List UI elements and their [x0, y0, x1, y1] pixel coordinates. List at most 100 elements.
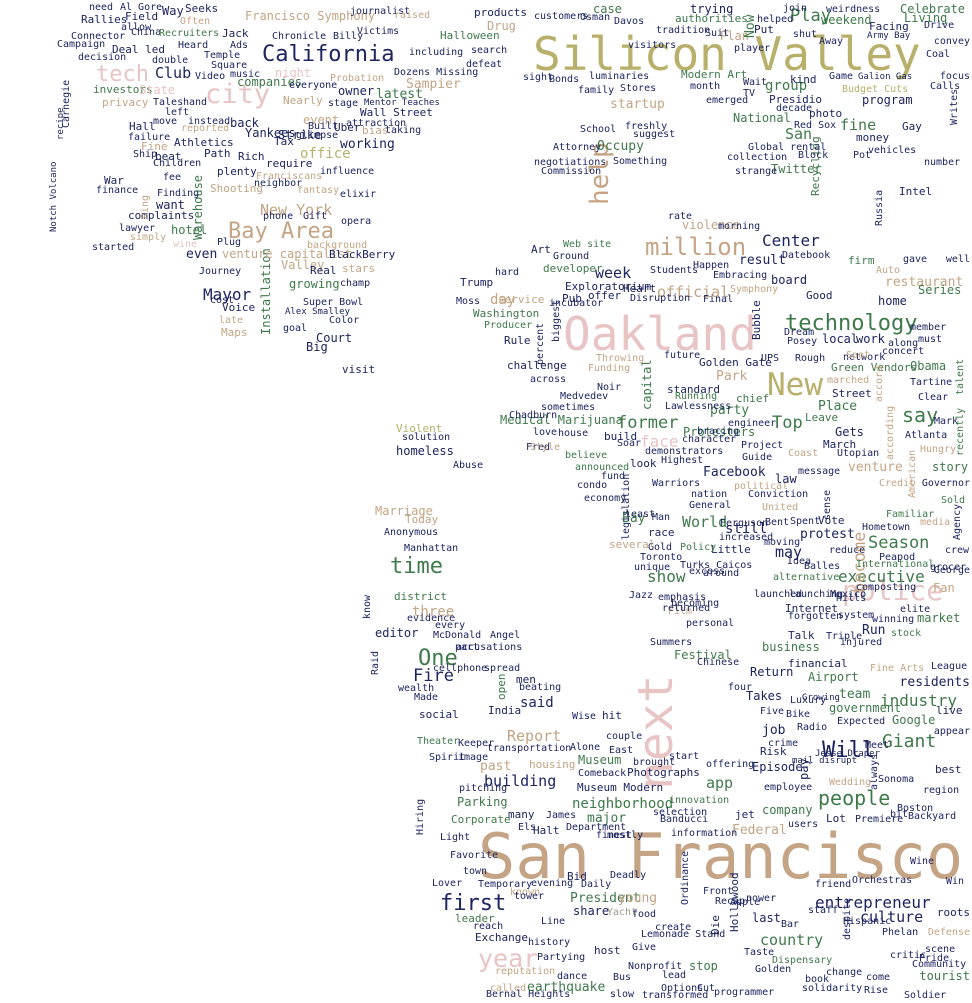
cloud-word-return: Return	[750, 665, 793, 679]
cloud-word-video: Video	[195, 71, 225, 82]
cloud-word-morning: morning	[718, 221, 760, 232]
cloud-word-national: National	[733, 111, 791, 125]
cloud-word-manhattan: Manhattan	[404, 543, 458, 554]
cloud-word-abuse: Abuse	[453, 460, 483, 471]
cloud-word-celebrate: Celebrate	[900, 2, 965, 16]
cloud-word-recap: Recap	[715, 896, 745, 907]
cloud-word-team: team	[839, 687, 870, 702]
cloud-word-share: share	[573, 904, 609, 918]
cloud-word-bike: Bike	[786, 709, 810, 720]
cloud-word-will: Will	[822, 738, 875, 763]
cloud-word-lover: Lover	[432, 878, 462, 889]
cloud-word-recipe: recipe	[56, 107, 66, 140]
cloud-word-message: message	[798, 466, 840, 477]
cloud-word-recently: recently	[955, 408, 966, 456]
cloud-word-still: still	[725, 521, 767, 537]
cloud-word-marched: marched	[827, 375, 869, 386]
cloud-word-spent: Spent	[790, 516, 820, 527]
cloud-word-want: want	[156, 198, 185, 212]
cloud-word-influence: influence	[320, 166, 374, 177]
cloud-word-backyard: Backyard	[908, 811, 956, 822]
cloud-word-well: well	[946, 254, 970, 265]
cloud-word-facing: Facing	[869, 20, 909, 33]
cloud-word-join: join	[783, 3, 807, 14]
cloud-word-often: Often	[180, 16, 210, 27]
cloud-word-beating: beating	[519, 682, 561, 693]
cloud-word-play: Play	[790, 6, 831, 26]
cloud-word-company: company	[762, 803, 813, 817]
cloud-word-accord: accord	[874, 366, 885, 402]
cloud-word-allow: allow	[121, 22, 152, 33]
cloud-word-goal: goal	[283, 323, 307, 334]
cloud-word-notch-volcano: Notch Volcano	[49, 162, 59, 232]
cloud-word-wait: Wait	[743, 77, 767, 88]
cloud-word-journey: Journey	[199, 266, 241, 277]
cloud-word-leave: Leave	[805, 411, 838, 424]
cloud-word-els: Els	[518, 822, 536, 833]
cloud-word-decision: decision	[78, 52, 126, 63]
cloud-word-plan: Plan	[720, 29, 749, 43]
cloud-word-night: night	[275, 66, 311, 80]
cloud-word-clear: Clear	[918, 392, 948, 403]
cloud-word-agency: Agency	[952, 504, 963, 540]
cloud-word-hometown: Hometown	[862, 522, 910, 533]
cloud-word-little: Little	[711, 543, 751, 556]
cloud-word-museum: Museum	[578, 753, 621, 767]
cloud-word-dozens-missing: Dozens Missing	[394, 67, 478, 78]
cloud-word-rise: Rise	[864, 985, 888, 996]
cloud-word-sampier: Sampier	[406, 77, 461, 92]
cloud-word-visit: visit	[342, 363, 375, 376]
cloud-word-homeless: homeless	[396, 444, 454, 458]
cloud-word-economy: economy	[584, 493, 626, 504]
cloud-word-city: city	[205, 79, 270, 110]
cloud-word-parking: Parking	[457, 795, 508, 809]
cloud-word-federal: Federal	[732, 823, 787, 838]
cloud-word-reach: reach	[473, 921, 503, 932]
cloud-word-options: Options	[661, 983, 703, 994]
cloud-word-fantasy: fantasy	[297, 185, 339, 196]
cloud-word-innovation: innovation	[669, 795, 729, 806]
cloud-word-former: former	[617, 413, 678, 433]
cloud-word-venture-capitalist: venture capitalist	[222, 247, 352, 261]
cloud-word-weirdness: weirdness	[826, 4, 880, 15]
cloud-word-gets: Gets	[835, 425, 864, 439]
cloud-word-occupy: Occupy	[597, 139, 644, 154]
cloud-word-photographs: Photographs	[627, 766, 700, 779]
cloud-word-best: best	[935, 763, 962, 776]
cloud-word-complaints: complaints	[128, 209, 194, 222]
cloud-word-square: Square	[211, 60, 247, 71]
cloud-word-grocer: grocer	[930, 562, 966, 573]
cloud-word-according: according	[885, 406, 896, 460]
cloud-word-mostly: mostly	[607, 830, 643, 841]
cloud-word-friend: friend	[815, 879, 851, 890]
cloud-word-line: Line	[541, 916, 565, 927]
cloud-word-china: China	[131, 27, 161, 38]
cloud-word-bonds: Bonds	[549, 74, 579, 85]
cloud-word-angel: Angel	[490, 630, 520, 641]
cloud-word-deadly: Deadly	[610, 870, 646, 881]
cloud-word-power: power	[746, 893, 776, 904]
cloud-word-balles: Balles	[804, 561, 840, 572]
cloud-word-every: every	[435, 620, 465, 631]
cloud-word-comeback: Comeback	[578, 768, 626, 779]
cloud-word-rich: Rich	[238, 150, 265, 163]
cloud-word-governor: Governor	[922, 478, 970, 489]
cloud-word-dream: Dream	[784, 327, 814, 338]
cloud-word-must: must	[918, 334, 942, 345]
cloud-word-plenty: plenty	[217, 165, 257, 178]
cloud-word-investors: investors	[93, 83, 153, 96]
cloud-word-protesters: Protesters	[683, 425, 755, 439]
cloud-word-golden: Golden	[755, 964, 791, 975]
cloud-word-reputation: reputation	[495, 966, 555, 977]
cloud-word-soar: Soar	[617, 438, 641, 449]
cloud-word-result: result	[739, 253, 786, 268]
cloud-word-background: background	[307, 240, 367, 251]
cloud-word-tower: tower	[514, 891, 544, 902]
cloud-word-programmer: programmer	[714, 987, 774, 998]
cloud-word-started: started	[92, 242, 134, 253]
cloud-word-heart: Heart	[623, 282, 656, 295]
cloud-word-ferguson: Ferguson	[720, 518, 768, 529]
cloud-word-favorite: Favorite	[450, 850, 498, 861]
cloud-word-shooting: Shooting	[210, 182, 263, 195]
cloud-word-happen: Happen	[693, 260, 729, 271]
